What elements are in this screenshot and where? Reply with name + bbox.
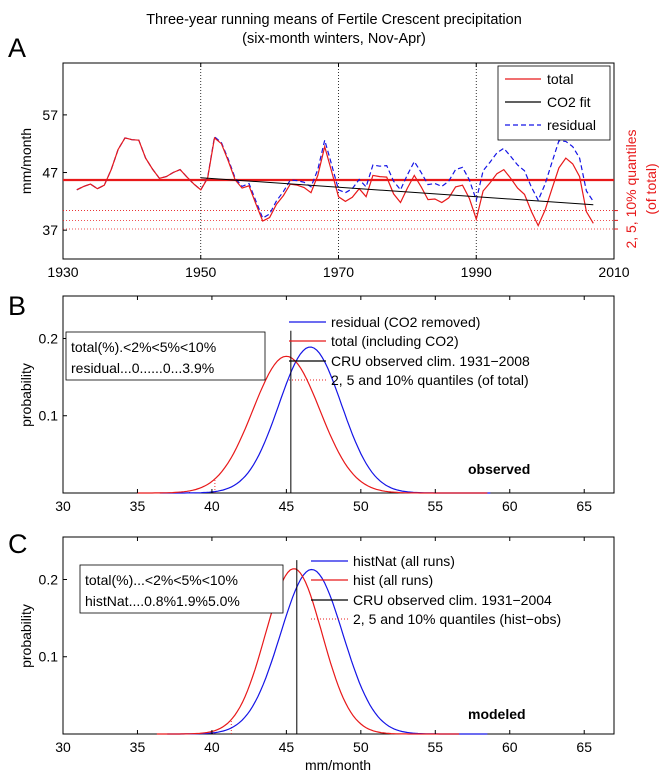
panel-a-legend: total CO2 fit residual xyxy=(497,65,611,141)
panel-c-xlabel: mm/month xyxy=(305,757,371,773)
x-tick-label-40: 40 xyxy=(204,498,220,514)
panel-a-series xyxy=(76,135,594,228)
x-tick-label-50: 50 xyxy=(353,498,369,514)
panel-c: 30 35 40 45 50 55 60 65 0.1 0.2 probability mm/mo… xyxy=(18,536,615,773)
x-tick-label-65: 65 xyxy=(576,498,592,514)
panel-a-legend-box xyxy=(497,65,611,141)
panel-b-ticks: 30 35 40 45 50 55 60 65 0.1 0.2 xyxy=(39,296,592,514)
x-tick-label-60: 60 xyxy=(502,739,518,755)
x-tick-label-60: 60 xyxy=(502,498,518,514)
y-tick-label-47: 47 xyxy=(42,165,58,181)
panel-c-ylabel: probability xyxy=(18,604,34,668)
pdf-curve-1 xyxy=(156,568,460,735)
panel-a-ylabel: mm/month xyxy=(18,128,34,194)
legend-b-total-label: total (including CO2) xyxy=(331,333,459,349)
y-tick-label-0.1: 0.1 xyxy=(39,649,59,665)
x-tick-label-55: 55 xyxy=(428,498,444,514)
figure-title-line1: Three-year running means of Fertile Cres… xyxy=(146,12,522,28)
legend-co2fit-label: CO2 fit xyxy=(547,94,591,110)
panel-a-right-ylabel-line2: (of total) xyxy=(643,163,659,214)
legend-b-quantile-label: 2, 5 and 10% quantiles (of total) xyxy=(331,372,529,388)
y-tick-label-0.2: 0.2 xyxy=(39,330,59,346)
x-tick-label-35: 35 xyxy=(130,498,146,514)
y-tick-label-37: 37 xyxy=(42,222,58,238)
panel-c-frame xyxy=(62,536,615,735)
panel-c-info-box-frame xyxy=(79,564,284,614)
x-tick-label-65: 65 xyxy=(576,739,592,755)
y-tick-label-57: 57 xyxy=(42,107,58,123)
panel-a-grid xyxy=(200,63,477,259)
x-tick-label-35: 35 xyxy=(130,739,146,755)
x-tick-label-50: 50 xyxy=(353,739,369,755)
x-tick-label-45: 45 xyxy=(279,739,295,755)
panel-c-info-line2: histNat....0.8%1.9%5.0% xyxy=(85,593,240,609)
panel-b-info-line1: total(%).<2%<5%<10% xyxy=(71,339,216,355)
panel-label-b: B xyxy=(8,291,26,321)
panel-label-c: C xyxy=(8,529,28,559)
panel-a: 1930 1950 1970 1990 2010 37 47 57 mm/month 2, 5… xyxy=(18,62,659,280)
panel-label-a: A xyxy=(8,33,26,63)
series-total xyxy=(76,136,594,228)
legend-c-quantile-label: 2, 5 and 10% quantiles (hist−obs) xyxy=(353,611,561,627)
panel-c-annotation: modeled xyxy=(468,706,526,722)
legend-c-histnat-label: histNat (all runs) xyxy=(353,553,455,569)
panel-c-ticks: 30 35 40 45 50 55 60 65 0.1 0.2 xyxy=(39,537,592,755)
y-tick-label-0.2: 0.2 xyxy=(39,571,59,587)
x-tick-label-30: 30 xyxy=(55,739,71,755)
panel-c-series xyxy=(156,568,488,735)
legend-residual-label: residual xyxy=(547,117,596,133)
panel-b-frame xyxy=(62,295,615,494)
panel-c-info-line1: total(%)...<2%<5%<10% xyxy=(85,572,238,588)
panel-a-right-ylabel-line1: 2, 5, 10% quantiles xyxy=(623,129,639,248)
x-tick-label-55: 55 xyxy=(428,739,444,755)
panel-a-quantile-lines xyxy=(63,210,614,230)
x-tick-label-45: 45 xyxy=(279,498,295,514)
y-tick-label-0.1: 0.1 xyxy=(39,408,59,424)
panel-a-ticks: 1930 1950 1970 1990 2010 37 47 57 xyxy=(42,63,630,280)
panel-b-info-line2: residual...0......0...3.9% xyxy=(71,360,214,376)
x-tick-label-1930: 1930 xyxy=(47,264,78,280)
x-tick-label-1950: 1950 xyxy=(185,264,216,280)
pdf-curve-1 xyxy=(137,355,488,494)
panel-c-legend: histNat (all runs) hist (all runs) CRU o… xyxy=(311,553,561,627)
x-tick-label-1990: 1990 xyxy=(461,264,492,280)
x-tick-label-2010: 2010 xyxy=(598,264,629,280)
legend-c-cru-label: CRU observed clim. 1931−2004 xyxy=(353,592,552,608)
x-tick-label-1970: 1970 xyxy=(323,264,354,280)
figure-title-line2: (six-month winters, Nov-Apr) xyxy=(242,31,426,47)
legend-b-cru-label: CRU observed clim. 1931−2008 xyxy=(331,353,530,369)
panel-b-annotation: observed xyxy=(468,461,530,477)
panel-c-info-box: total(%)...<2%<5%<10% histNat....0.8%1.9… xyxy=(79,564,284,614)
series-co2-fit xyxy=(200,177,594,206)
panel-b-legend: residual (CO2 removed) total (including … xyxy=(289,314,530,388)
legend-b-residual-label: residual (CO2 removed) xyxy=(331,314,480,330)
panel-b: 30 35 40 45 50 55 60 65 0.1 0.2 probability total… xyxy=(18,295,615,514)
x-tick-label-40: 40 xyxy=(204,739,220,755)
legend-c-hist-label: hist (all runs) xyxy=(353,572,433,588)
series-residual xyxy=(76,135,594,219)
panel-b-info-box: total(%).<2%<5%<10% residual...0......0.… xyxy=(65,331,266,381)
x-tick-label-30: 30 xyxy=(55,498,71,514)
panel-b-info-box-frame xyxy=(65,331,266,381)
legend-total-label: total xyxy=(547,71,573,87)
panel-b-ylabel: probability xyxy=(18,363,34,427)
